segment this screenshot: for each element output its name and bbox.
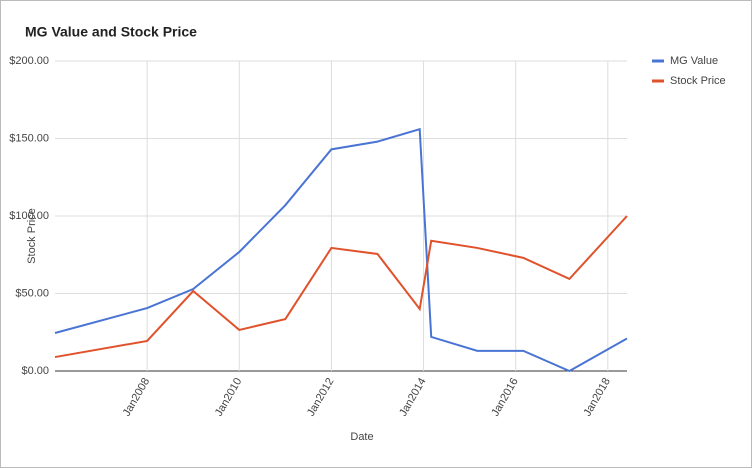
y-tick-label: $0.00 bbox=[21, 365, 49, 377]
chart-title: MG Value and Stock Price bbox=[25, 24, 197, 40]
y-tick-label: $100.00 bbox=[9, 210, 49, 222]
y-tick-label: $50.00 bbox=[15, 287, 49, 299]
series-line bbox=[54, 215, 628, 359]
y-tick-label: $200.00 bbox=[9, 55, 49, 67]
y-tick-label: $150.00 bbox=[9, 132, 49, 144]
legend-label: Stock Price bbox=[670, 75, 726, 87]
x-axis-title: Date bbox=[350, 431, 373, 443]
y-axis-title: Stock Price bbox=[26, 208, 38, 264]
legend-label: MG Value bbox=[670, 55, 718, 67]
series-line bbox=[54, 127, 628, 373]
